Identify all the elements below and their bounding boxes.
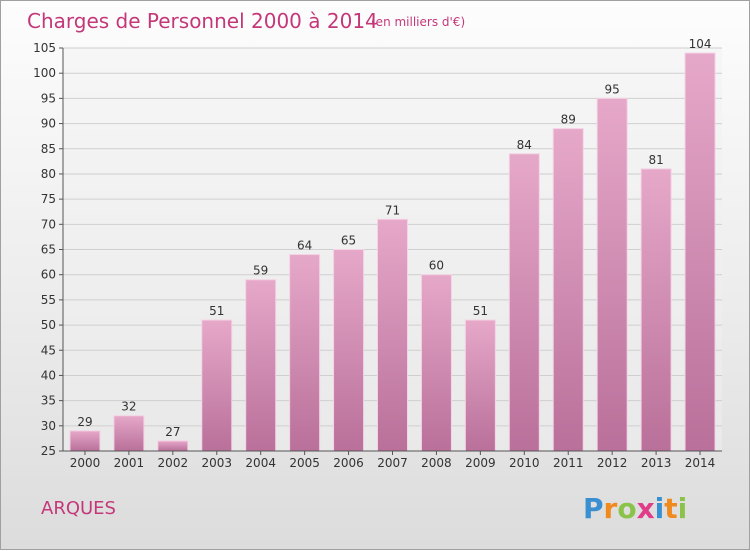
- data-labels: 29 32 27 51 59 64 65 71 60 51 84 89 95 81 104: [77, 37, 711, 439]
- data-label: 27: [165, 425, 180, 439]
- chart-title: Charges de Personnel 2000 à 2014: [27, 9, 378, 33]
- data-label: 51: [209, 304, 224, 318]
- x-tick-label: 2009: [465, 456, 496, 470]
- data-label: 60: [429, 259, 444, 273]
- brand-letter: i: [678, 492, 688, 525]
- bar: [420, 274, 452, 452]
- y-tick-label: 105: [33, 41, 56, 55]
- chart-subtitle: (en milliers d'€): [371, 15, 465, 29]
- data-label: 71: [385, 203, 400, 217]
- x-tick-label: 2010: [509, 456, 540, 470]
- y-tick-label: 90: [41, 117, 56, 131]
- y-tick-label: 60: [41, 268, 56, 282]
- data-label: 104: [689, 37, 712, 51]
- data-label: 81: [648, 153, 663, 167]
- bar: [552, 128, 584, 452]
- brand-letter: r: [604, 492, 618, 525]
- x-tick-label: 2002: [158, 456, 189, 470]
- x-tick-label: 2007: [377, 456, 408, 470]
- data-label: 32: [121, 400, 136, 414]
- brand-letter: o: [617, 492, 636, 525]
- bar: [377, 218, 408, 452]
- bar: [464, 319, 496, 452]
- data-label: 29: [77, 415, 92, 429]
- y-tick-label: 95: [41, 91, 56, 105]
- y-tick-label: 25: [41, 444, 56, 458]
- x-tick-label: 2012: [597, 456, 628, 470]
- y-tick-label: 75: [41, 192, 56, 206]
- bar: [289, 254, 321, 452]
- bars: [69, 52, 716, 452]
- place-name: ARQUES: [41, 498, 116, 519]
- bar: [201, 319, 233, 452]
- bar: [508, 153, 540, 452]
- brand-letter: t: [664, 492, 677, 525]
- y-tick-label: 40: [41, 368, 56, 382]
- data-label: 95: [605, 82, 620, 96]
- x-tick-label: 2008: [421, 456, 452, 470]
- y-tick-label: 70: [41, 217, 56, 231]
- bar: [157, 440, 189, 452]
- data-label: 89: [561, 113, 576, 127]
- x-tick-label: 2003: [201, 456, 232, 470]
- y-tick-label: 30: [41, 419, 56, 433]
- x-tick-label: 2001: [114, 456, 145, 470]
- data-label: 64: [297, 239, 312, 253]
- y-tick-label: 65: [41, 243, 56, 257]
- data-label: 59: [253, 264, 268, 278]
- y-tick-label: 85: [41, 142, 56, 156]
- bar: [596, 97, 628, 452]
- y-tick-label: 55: [41, 293, 56, 307]
- x-tick-label: 2004: [245, 456, 276, 470]
- data-label: 51: [473, 304, 488, 318]
- x-tick-label: 2006: [333, 456, 364, 470]
- y-tick-label: 45: [41, 343, 56, 357]
- x-tick-label: 2005: [289, 456, 320, 470]
- brand-letter: P: [583, 492, 604, 525]
- bar: [245, 279, 277, 452]
- y-tick-label: 100: [33, 66, 56, 80]
- x-tick-label: 2011: [553, 456, 584, 470]
- bar: [113, 415, 145, 452]
- data-label: 84: [517, 138, 532, 152]
- bar: [640, 168, 672, 452]
- y-tick-label: 35: [41, 394, 56, 408]
- bar: [684, 52, 716, 452]
- x-tick-label: 2000: [70, 456, 101, 470]
- brand-logo: Proxiti: [583, 492, 687, 525]
- x-axis-ticks: 2000 2001 2002 2003 2004 2005 2006 2007 2008 2009…: [70, 451, 716, 470]
- data-label: 65: [341, 234, 356, 248]
- bar: [69, 430, 101, 452]
- y-tick-label: 50: [41, 318, 56, 332]
- brand-letter: i: [655, 492, 665, 525]
- y-axis-ticks: 25 30 35 40 45 50 55 60 65 70 75 80 85 90 95 100 105: [33, 41, 63, 458]
- bar: [333, 249, 365, 452]
- brand-letter: x: [637, 492, 655, 525]
- y-tick-label: 80: [41, 167, 56, 181]
- x-tick-label: 2014: [685, 456, 716, 470]
- x-tick-label: 2013: [641, 456, 672, 470]
